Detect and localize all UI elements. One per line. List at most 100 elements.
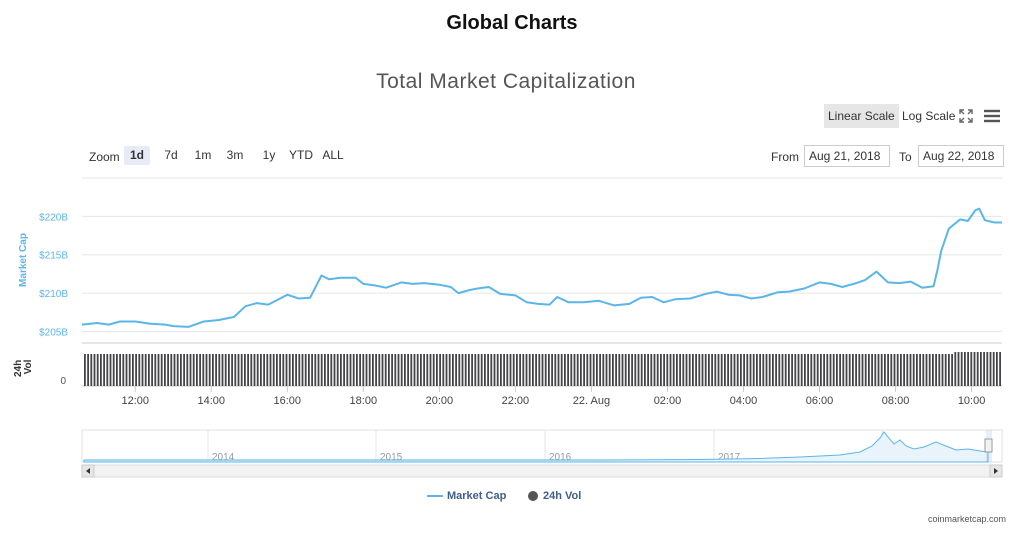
x-tick-label: 14:00: [197, 395, 225, 407]
volume-bar: [263, 354, 265, 386]
volume-bar: [189, 354, 192, 386]
volume-bar: [298, 354, 301, 386]
volume-bar: [532, 354, 534, 386]
line-legend-icon: [427, 495, 443, 497]
volume-bar: [186, 354, 189, 386]
volume-axis-label-line2: Vol: [23, 359, 34, 374]
volume-bar: [237, 354, 240, 386]
volume-bar: [314, 354, 317, 386]
menu-icon[interactable]: [983, 108, 1001, 124]
volume-bar: [535, 354, 537, 386]
volume-bar: [996, 352, 998, 386]
volume-bar: [135, 354, 137, 386]
market-cap-series[interactable]: [81, 207, 1002, 328]
volume-bar: [986, 352, 989, 386]
zoom-all-button[interactable]: ALL: [322, 148, 344, 162]
volume-bar: [173, 354, 176, 386]
volume-bar: [989, 352, 992, 386]
volume-bar: [557, 354, 560, 386]
volume-bar: [919, 354, 921, 386]
volume-bar: [868, 354, 870, 386]
from-date-input[interactable]: Aug 21, 2018: [804, 145, 890, 167]
volume-bar: [954, 352, 957, 386]
zoom-ytd-button[interactable]: YTD: [289, 148, 313, 162]
volume-bar: [292, 354, 294, 386]
volume-bar: [589, 354, 592, 386]
fullscreen-icon[interactable]: [958, 108, 974, 124]
zoom-1m-button[interactable]: 1m: [194, 148, 212, 162]
volume-bar: [660, 354, 662, 386]
volume-bar: [708, 354, 710, 386]
volume-bar: [327, 354, 329, 386]
volume-bar: [196, 354, 198, 386]
volume-bar: [903, 354, 905, 386]
volume-bar: [727, 354, 729, 386]
volume-bar: [397, 354, 400, 386]
volume-bar: [695, 354, 697, 386]
volume-bar: [340, 354, 342, 386]
volume-bar: [864, 354, 867, 386]
volume-bar: [848, 354, 851, 386]
volume-bar: [407, 354, 409, 386]
x-tick-label: 16:00: [274, 395, 302, 407]
y-tick-label: $205B: [39, 327, 68, 338]
volume-bar: [900, 354, 902, 386]
volume-bar: [932, 354, 934, 386]
x-tick-label: 04:00: [730, 395, 758, 407]
volume-bar: [893, 354, 896, 386]
volume-bar: [813, 354, 816, 386]
volume-bar: [644, 354, 646, 386]
volume-bar: [944, 354, 947, 386]
navigator-scrollbar[interactable]: [81, 464, 1003, 478]
y-axis-ticks: $205B $210B $215B $220B: [39, 212, 68, 338]
zoom-1d-button[interactable]: 1d: [124, 146, 150, 165]
volume-bar: [916, 354, 918, 386]
volume-bar: [826, 354, 829, 386]
zoom-3m-button[interactable]: 3m: [226, 148, 244, 162]
volume-bar: [570, 354, 573, 386]
volume-bar: [458, 354, 461, 386]
volume-bar: [112, 354, 115, 386]
volume-bar: [253, 354, 256, 386]
volume-bar: [400, 354, 403, 386]
volume-bar: [384, 354, 387, 386]
volume-bar: [228, 354, 230, 386]
volume-bar: [740, 354, 742, 386]
navigator[interactable]: 20142015201620172018: [81, 429, 1003, 463]
to-date-input[interactable]: Aug 22, 2018: [918, 145, 1004, 167]
legend-item-market-cap[interactable]: Market Cap: [427, 490, 506, 502]
volume-bar: [487, 354, 489, 386]
navigator-year-label: 2015: [380, 452, 403, 463]
volume-bar: [890, 354, 893, 386]
volume-bar: [759, 354, 761, 386]
volume-bar: [656, 354, 659, 386]
volume-bar: [912, 354, 915, 386]
volume-bar: [493, 354, 496, 386]
volume-bar: [90, 354, 93, 386]
legend-item-volume[interactable]: 24h Vol: [527, 490, 581, 502]
volume-bar: [580, 354, 582, 386]
log-scale-button[interactable]: Log Scale: [902, 109, 956, 123]
volume-bar: [381, 354, 384, 386]
linear-scale-button[interactable]: Linear Scale: [824, 104, 899, 128]
credits-link[interactable]: coinmarketcap.com: [927, 514, 1006, 524]
volume-bar: [772, 354, 774, 386]
volume-bar: [324, 354, 326, 386]
volume-bar: [756, 354, 758, 386]
volume-bar: [256, 354, 259, 386]
zoom-1y-button[interactable]: 1y: [262, 148, 276, 162]
volume-bar: [343, 354, 345, 386]
zoom-7d-button[interactable]: 7d: [164, 148, 178, 162]
volume-bar: [592, 354, 595, 386]
volume-bar: [528, 354, 531, 386]
volume-bar: [170, 354, 173, 386]
volume-bar: [167, 354, 169, 386]
volume-bar: [906, 354, 909, 386]
volume-bar: [301, 354, 304, 386]
volume-bar: [445, 354, 448, 386]
y-tick-label: $210B: [39, 289, 68, 300]
volume-bar: [880, 354, 883, 386]
volume-bar: [816, 354, 819, 386]
volume-bar: [439, 354, 441, 386]
